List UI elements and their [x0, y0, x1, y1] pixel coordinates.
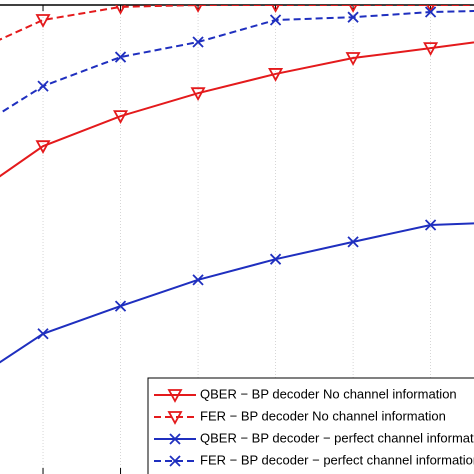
- series-line: [0, 9, 474, 115]
- marker: [115, 5, 126, 15]
- legend-label: QBER − BP decoder No channel information: [200, 386, 457, 401]
- marker: [347, 11, 359, 23]
- legend-marker: [167, 389, 183, 403]
- series-line: [0, 222, 474, 364]
- marker: [348, 5, 358, 13]
- series-line: [0, 5, 474, 41]
- marker: [424, 6, 437, 18]
- marker: [192, 274, 204, 286]
- marker: [114, 51, 127, 63]
- legend-symbol: [169, 455, 181, 467]
- legend-symbol: [167, 411, 183, 425]
- legend-marker: [169, 455, 181, 467]
- marker: [345, 52, 361, 66]
- plot-area: [0, 5, 474, 364]
- legend: QBER − BP decoder No channel information…: [147, 377, 474, 474]
- marker: [35, 14, 51, 28]
- marker: [269, 14, 282, 26]
- legend-marker: [169, 433, 181, 445]
- series-line: [0, 41, 474, 178]
- marker: [37, 328, 49, 340]
- marker: [424, 219, 437, 231]
- marker: [347, 236, 359, 248]
- marker: [35, 140, 51, 155]
- marker: [190, 87, 206, 102]
- marker: [268, 68, 284, 82]
- marker: [423, 42, 439, 57]
- legend-symbol: [169, 433, 181, 445]
- legend-symbol: [167, 389, 183, 403]
- legend-label: FER − BP decoder No channel information: [200, 408, 446, 423]
- legend-label: FER − BP decoder − perfect channel infor…: [200, 452, 474, 467]
- marker: [114, 300, 127, 312]
- marker: [192, 36, 204, 48]
- marker: [193, 5, 203, 13]
- legend-box: [147, 377, 474, 474]
- marker: [271, 5, 280, 13]
- legend-label: QBER − BP decoder − perfect channel info…: [200, 430, 474, 445]
- marker: [426, 5, 435, 13]
- marker: [113, 110, 129, 125]
- marker: [269, 253, 282, 265]
- marker: [37, 80, 49, 92]
- legend-marker: [167, 411, 183, 425]
